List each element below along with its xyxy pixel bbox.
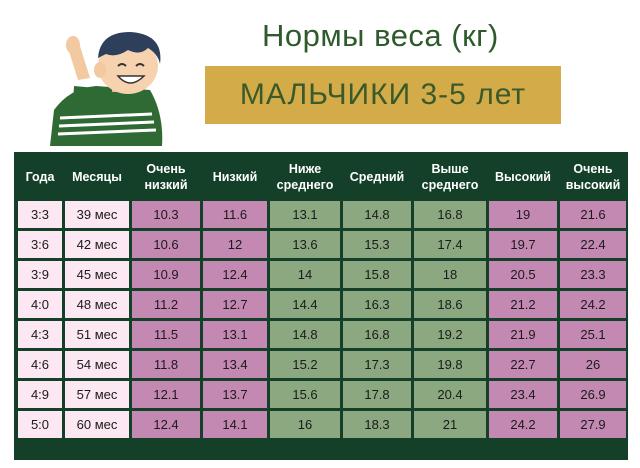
column-header: Месяцы bbox=[65, 156, 129, 198]
table-cell: 21.6 bbox=[560, 201, 626, 228]
table-cell: 10.6 bbox=[132, 231, 200, 258]
table-cell: 24.2 bbox=[489, 411, 557, 438]
table-cell: 14.8 bbox=[270, 321, 340, 348]
table-row: 5:0 60 мес 12.4 14.1 16 18.3 21 24.2 27.9 bbox=[18, 411, 626, 438]
table-cell: 21.2 bbox=[489, 291, 557, 318]
table-cell: 13.1 bbox=[203, 321, 267, 348]
table-cell: 11.8 bbox=[132, 351, 200, 378]
banner-label: МАЛЬЧИКИ 3-5 лет bbox=[239, 78, 527, 111]
table-row: 4:0 48 мес 11.2 12.7 14.4 16.3 18.6 21.2 24.2 bbox=[18, 291, 626, 318]
table-cell: 16.8 bbox=[343, 321, 411, 348]
table-cell: 48 мес bbox=[65, 291, 129, 318]
table-cell: 54 мес bbox=[65, 351, 129, 378]
table-cell: 12.4 bbox=[132, 411, 200, 438]
table-cell: 14.4 bbox=[270, 291, 340, 318]
table-row: 4:3 51 мес 11.5 13.1 14.8 16.8 19.2 21.9 25.1 bbox=[18, 321, 626, 348]
table-cell: 42 мес bbox=[65, 231, 129, 258]
column-header: Выше среднего bbox=[414, 156, 486, 198]
table-cell: 13.6 bbox=[270, 231, 340, 258]
table-cell: 21 bbox=[414, 411, 486, 438]
table-cell: 22.4 bbox=[560, 231, 626, 258]
table-cell: 4:3 bbox=[18, 321, 62, 348]
table-cell: 18 bbox=[414, 261, 486, 288]
table-cell: 4:0 bbox=[18, 291, 62, 318]
table-cell: 10.3 bbox=[132, 201, 200, 228]
table-row: 4:6 54 мес 11.8 13.4 15.2 17.3 19.8 22.7 26 bbox=[18, 351, 626, 378]
table-cell: 26.9 bbox=[560, 381, 626, 408]
table-cell: 11.6 bbox=[203, 201, 267, 228]
table-cell: 45 мес bbox=[65, 261, 129, 288]
table-cell: 18.6 bbox=[414, 291, 486, 318]
table-cell: 22.7 bbox=[489, 351, 557, 378]
column-header: Средний bbox=[343, 156, 411, 198]
table-cell: 26 bbox=[560, 351, 626, 378]
table-cell: 25.1 bbox=[560, 321, 626, 348]
table-cell: 12 bbox=[203, 231, 267, 258]
column-header: Низкий bbox=[203, 156, 267, 198]
table-cell: 60 мес bbox=[65, 411, 129, 438]
table-cell: 19 bbox=[489, 201, 557, 228]
table-cell: 13.1 bbox=[270, 201, 340, 228]
table-cell: 13.7 bbox=[203, 381, 267, 408]
column-header: Очень высокий bbox=[560, 156, 626, 198]
table-cell: 17.4 bbox=[414, 231, 486, 258]
table-row: 3:3 39 мес 10.3 11.6 13.1 14.8 16.8 19 21.6 bbox=[18, 201, 626, 228]
table-header-row: Года Месяцы Очень низкий Низкий Ниже среднего С… bbox=[18, 156, 626, 198]
table-cell: 18.3 bbox=[343, 411, 411, 438]
table-cell: 12.4 bbox=[203, 261, 267, 288]
table-cell: 15.6 bbox=[270, 381, 340, 408]
page-title: Нормы веса (кг) bbox=[262, 18, 499, 53]
column-header: Года bbox=[18, 156, 62, 198]
table-cell: 13.4 bbox=[203, 351, 267, 378]
table-cell: 11.5 bbox=[132, 321, 200, 348]
table-cell: 12.1 bbox=[132, 381, 200, 408]
table-cell: 19.7 bbox=[489, 231, 557, 258]
table-cell: 27.9 bbox=[560, 411, 626, 438]
table-cell: 3:6 bbox=[18, 231, 62, 258]
table-cell: 4:6 bbox=[18, 351, 62, 378]
age-group-banner: МАЛЬЧИКИ 3-5 лет bbox=[205, 66, 561, 124]
column-header: Очень низкий bbox=[132, 156, 200, 198]
table-cell: 14 bbox=[270, 261, 340, 288]
table-cell: 20.5 bbox=[489, 261, 557, 288]
column-header: Высокий bbox=[489, 156, 557, 198]
table-cell: 15.2 bbox=[270, 351, 340, 378]
table-cell: 23.4 bbox=[489, 381, 557, 408]
table-cell: 23.3 bbox=[560, 261, 626, 288]
table-row: 3:6 42 мес 10.6 12 13.6 15.3 17.4 19.7 22.4 bbox=[18, 231, 626, 258]
table-cell: 16 bbox=[270, 411, 340, 438]
table-row: 4:9 57 мес 12.1 13.7 15.6 17.8 20.4 23.4 26.9 bbox=[18, 381, 626, 408]
table-cell: 39 мес bbox=[65, 201, 129, 228]
table-cell: 14.8 bbox=[343, 201, 411, 228]
column-header: Ниже среднего bbox=[270, 156, 340, 198]
table-cell: 5:0 bbox=[18, 411, 62, 438]
table-cell: 20.4 bbox=[414, 381, 486, 408]
table-cell: 3:3 bbox=[18, 201, 62, 228]
weight-norms-table: Года Месяцы Очень низкий Низкий Ниже среднего С… bbox=[15, 153, 629, 441]
table-cell: 15.3 bbox=[343, 231, 411, 258]
weight-table-frame: Года Месяцы Очень низкий Низкий Ниже среднего С… bbox=[14, 152, 628, 460]
boy-illustration bbox=[50, 32, 163, 146]
table-cell: 17.8 bbox=[343, 381, 411, 408]
table-cell: 19.8 bbox=[414, 351, 486, 378]
table-cell: 24.2 bbox=[560, 291, 626, 318]
table-cell: 51 мес bbox=[65, 321, 129, 348]
table-row: 3:9 45 мес 10.9 12.4 14 15.8 18 20.5 23.3 bbox=[18, 261, 626, 288]
table-cell: 12.7 bbox=[203, 291, 267, 318]
table-cell: 16.3 bbox=[343, 291, 411, 318]
table-cell: 21.9 bbox=[489, 321, 557, 348]
table-cell: 3:9 bbox=[18, 261, 62, 288]
table-cell: 14.1 bbox=[203, 411, 267, 438]
table-cell: 4:9 bbox=[18, 381, 62, 408]
table-cell: 11.2 bbox=[132, 291, 200, 318]
table-cell: 15.8 bbox=[343, 261, 411, 288]
table-cell: 16.8 bbox=[414, 201, 486, 228]
table-body: 3:3 39 мес 10.3 11.6 13.1 14.8 16.8 19 21.6 3:6 42… bbox=[18, 201, 626, 438]
table-cell: 19.2 bbox=[414, 321, 486, 348]
table-cell: 17.3 bbox=[343, 351, 411, 378]
table-cell: 10.9 bbox=[132, 261, 200, 288]
table-cell: 57 мес bbox=[65, 381, 129, 408]
